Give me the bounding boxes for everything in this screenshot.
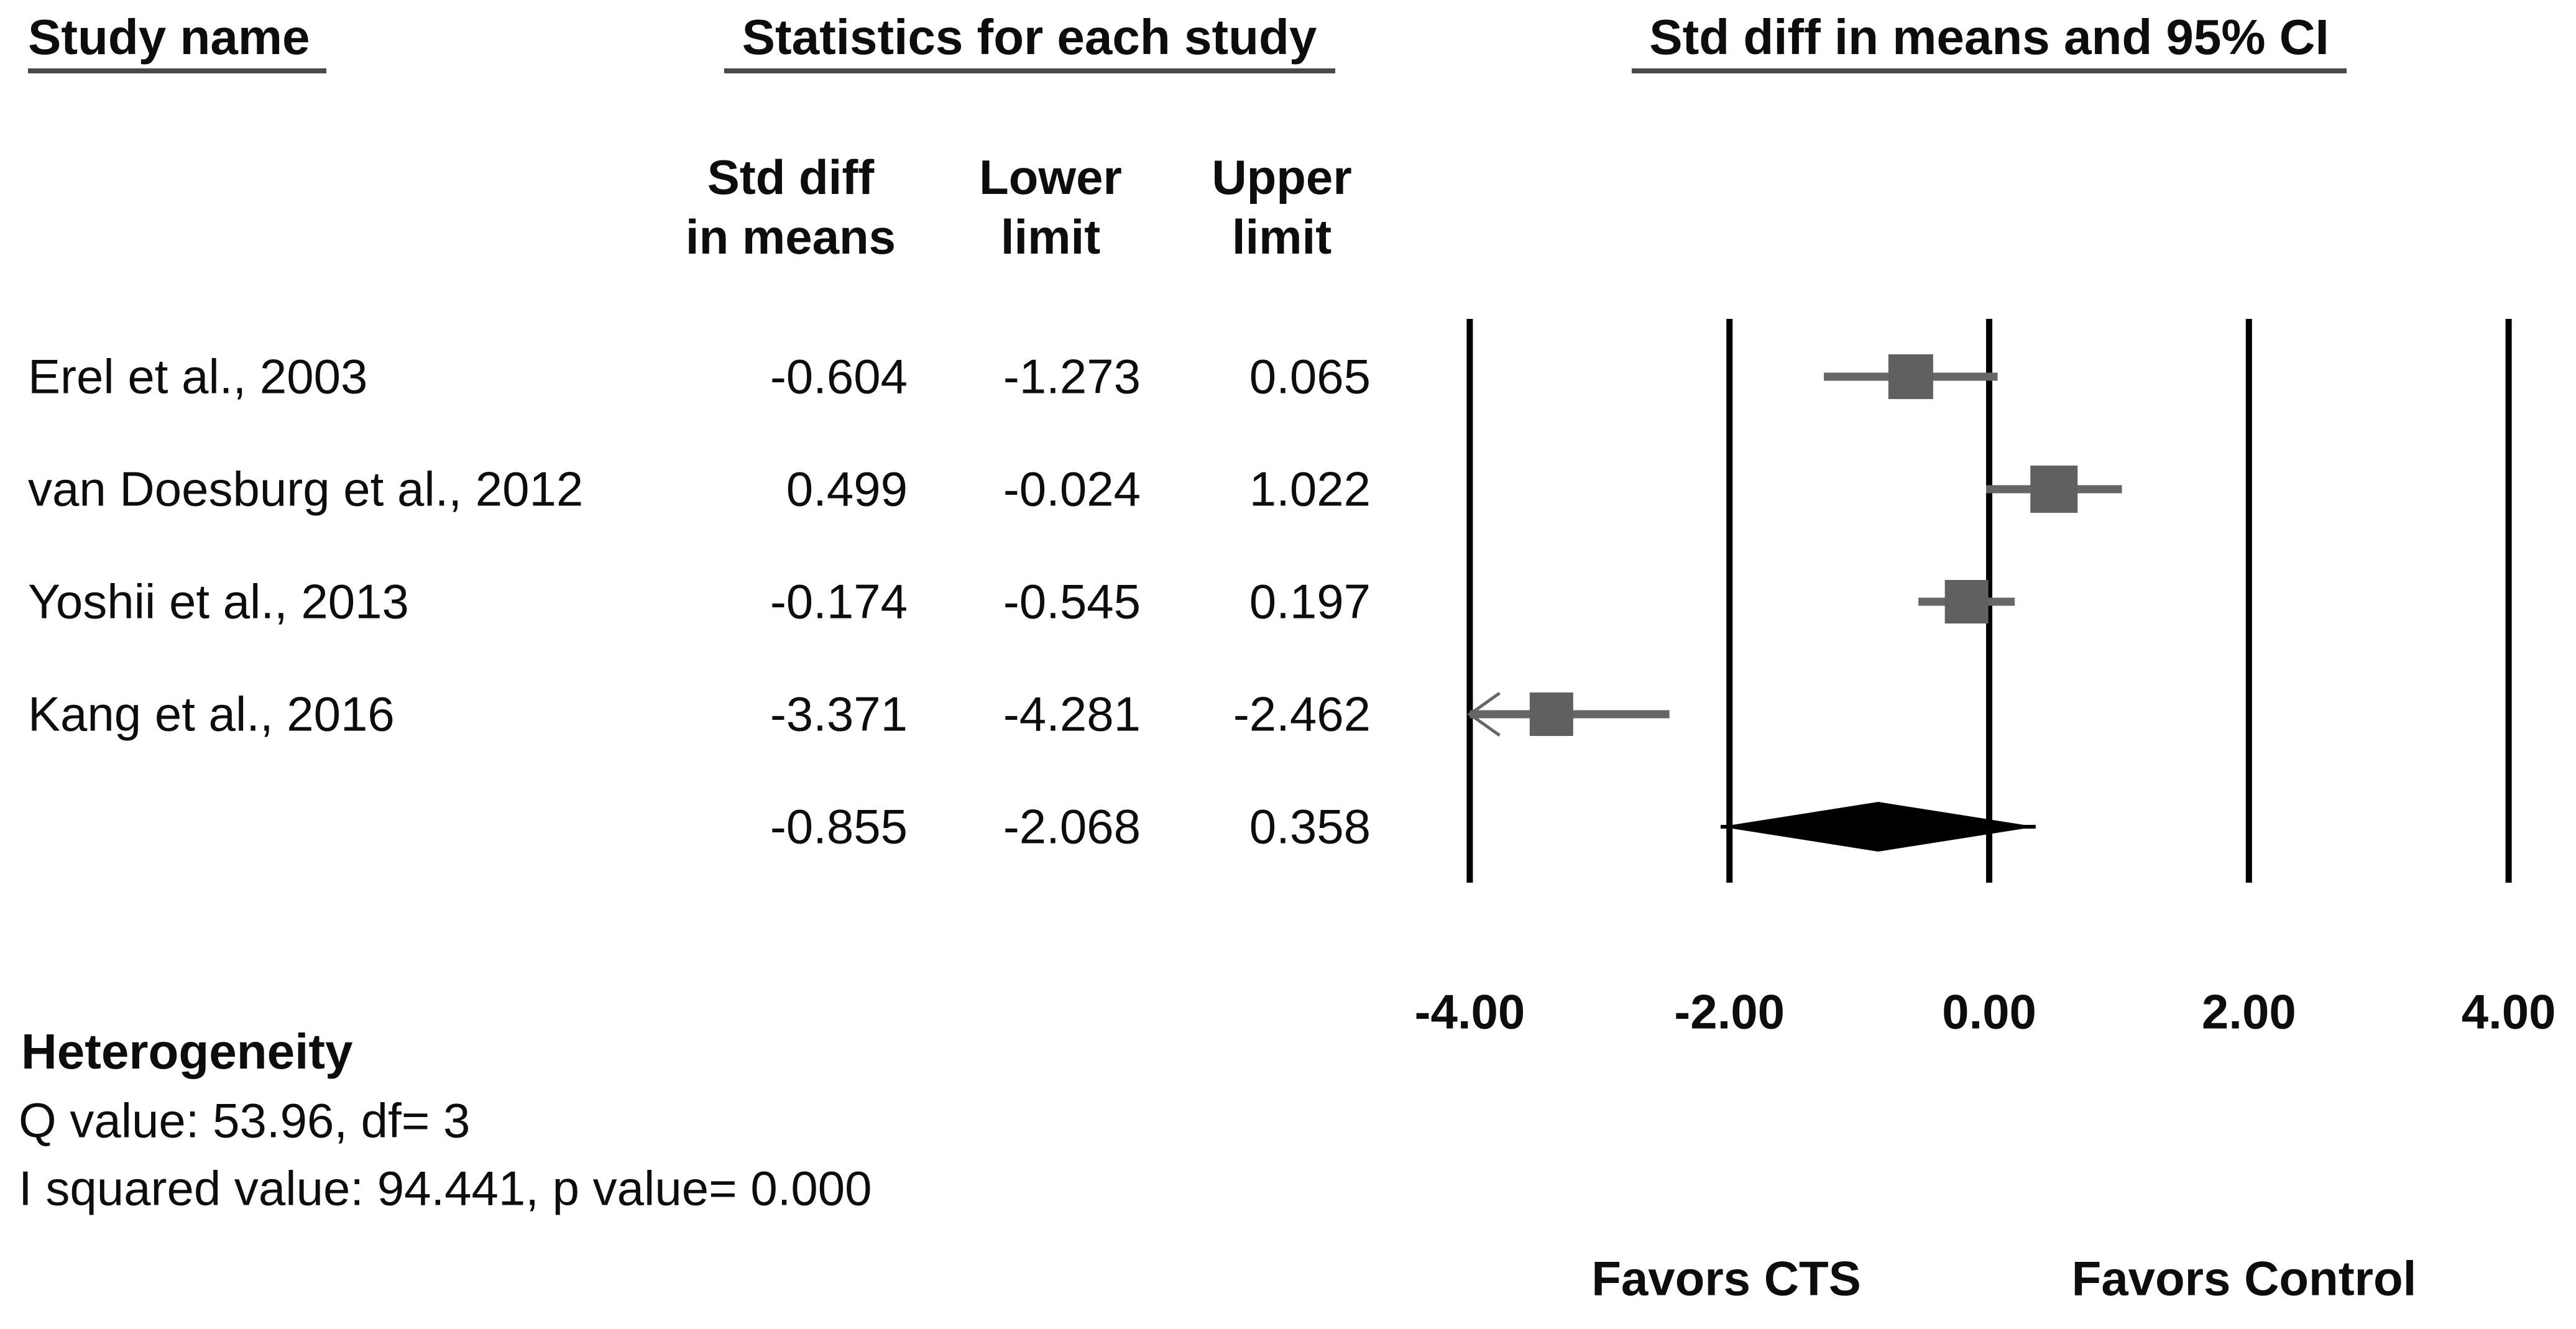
favors-control-label: Favors Control <box>2071 1251 2417 1306</box>
x-axis-tick-label: 0.00 <box>1942 984 2036 1039</box>
x-axis-tick-label: 2.00 <box>2201 984 2296 1039</box>
cell-lower-limit: -0.024 <box>1003 461 1141 517</box>
x-axis-tick-label: 4.00 <box>2461 984 2556 1039</box>
col-group-header-statistics: Statistics for each study <box>742 9 1317 65</box>
ci-clipped-arrow-left <box>1467 691 1501 737</box>
x-axis-tick-label: -4.00 <box>1414 984 1525 1039</box>
gridline <box>1726 319 1733 883</box>
underline-statistics <box>724 68 1335 73</box>
cell-lower-limit: -1.273 <box>1003 349 1141 404</box>
x-axis-tick-label: -2.00 <box>1674 984 1785 1039</box>
cell-lower-limit: -4.281 <box>1003 686 1141 742</box>
cell-std-diff-in-means: -0.604 <box>770 349 908 404</box>
underline-plot <box>1632 68 2347 73</box>
column-header-upper-limit: Upper limit <box>1212 150 1352 264</box>
column-header-lower-limit: Lower limit <box>979 150 1122 264</box>
col-group-header-plot: Std diff in means and 95% CI <box>1649 9 2329 65</box>
cell-std-diff-in-means: -0.174 <box>770 574 908 629</box>
heterogeneity-q-value: Q value: 53.96, df= 3 <box>19 1093 471 1148</box>
summary-lower-limit: -2.068 <box>1003 799 1141 854</box>
summary-std-diff-in-means: -0.855 <box>770 799 908 854</box>
cell-upper-limit: -2.462 <box>1233 686 1371 742</box>
cell-lower-limit: -0.545 <box>1003 574 1141 629</box>
effect-size-square <box>1944 580 1989 623</box>
effect-size-square <box>2030 466 2078 513</box>
cell-std-diff-in-means: 0.499 <box>786 461 908 517</box>
study-row-name: Erel et al., 2003 <box>28 349 368 404</box>
study-row-name: Yoshii et al., 2013 <box>28 574 409 629</box>
favors-cts-label: Favors CTS <box>1591 1251 1861 1306</box>
summary-upper-limit: 0.358 <box>1249 799 1371 854</box>
study-row-name: Kang et al., 2016 <box>28 686 395 742</box>
gridline <box>2245 319 2252 883</box>
gridline <box>2505 319 2512 883</box>
summary-diamond <box>1720 802 2036 852</box>
cell-upper-limit: 0.197 <box>1249 574 1371 629</box>
cell-std-diff-in-means: -3.371 <box>770 686 908 742</box>
study-row-name: van Doesburg et al., 2012 <box>28 461 584 517</box>
cell-upper-limit: 0.065 <box>1249 349 1371 404</box>
col-group-header-study-name: Study name <box>28 9 310 65</box>
effect-size-square <box>1888 354 1933 399</box>
cell-upper-limit: 1.022 <box>1249 461 1371 517</box>
underline-study-name <box>28 68 326 73</box>
column-header-std-diff-in-means: Std diff in means <box>685 150 896 264</box>
gridline <box>1466 319 1473 883</box>
heterogeneity-i-squared: I squared value: 94.441, p value= 0.000 <box>19 1161 872 1216</box>
effect-size-square <box>1529 692 1573 736</box>
heterogeneity-title: Heterogeneity <box>21 1024 353 1079</box>
